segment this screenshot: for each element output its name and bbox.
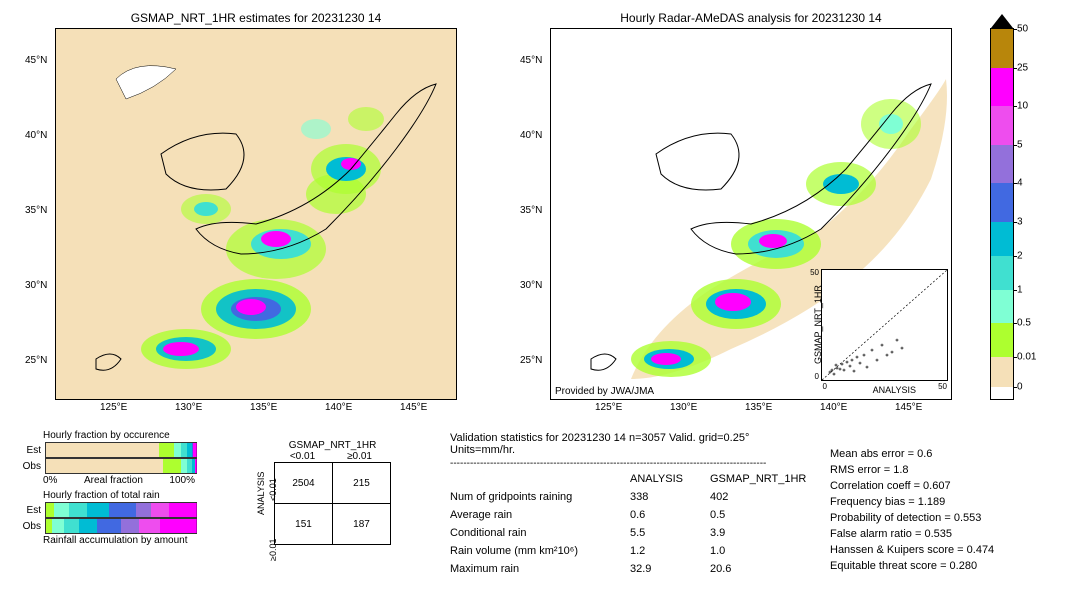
scatter-inset: [821, 269, 948, 381]
ct-10: 151: [275, 504, 333, 545]
occ-obs-row: Obs: [15, 459, 225, 473]
ct-col-header: GSMAP_NRT_1HR: [274, 440, 391, 451]
r0-a: 338: [630, 491, 710, 503]
r4-b: 20.6: [710, 563, 810, 575]
r3-a: 1.2: [630, 545, 710, 557]
stats-title: Validation statistics for 20231230 14 n=…: [450, 432, 810, 456]
pct0: 0%: [43, 475, 57, 486]
stats-right: Mean abs error = 0.6 RMS error = 1.8 Cor…: [830, 448, 994, 576]
stats-col1: ANALYSIS: [630, 473, 710, 485]
ct-11: 187: [333, 504, 391, 545]
sr-6: Hanssen & Kuipers score = 0.474: [830, 544, 994, 556]
sr-7: Equitable threat score = 0.280: [830, 560, 994, 572]
scatter-xlabel: ANALYSIS: [873, 385, 916, 395]
ct-00: 2504: [275, 463, 333, 504]
sr-3: Frequency bias = 1.189: [830, 496, 994, 508]
mr-x-135: 135°E: [745, 402, 772, 413]
dashes: ----------------------------------------…: [450, 458, 810, 469]
ml-x-125: 125°E: [100, 402, 127, 413]
ct-table: 2504 215 151 187: [274, 462, 391, 545]
sr-0: Mean abs error = 0.6: [830, 448, 994, 460]
stats-block: Validation statistics for 20231230 14 n=…: [450, 432, 810, 575]
sr-5: False alarm ratio = 0.535: [830, 528, 994, 540]
bars-title-accum: Rainfall accumulation by amount: [43, 535, 225, 546]
ct-row-lt: <0.01: [268, 487, 278, 501]
occ-est-row: Est: [15, 443, 225, 457]
r2-l: Conditional rain: [450, 527, 630, 539]
est-label: Est: [15, 445, 45, 456]
rain-est-row: Est: [15, 503, 225, 517]
mr-x-125: 125°E: [595, 402, 622, 413]
mr-y-45: 45°N: [520, 55, 542, 66]
ml-x-140: 140°E: [325, 402, 352, 413]
r2-b: 3.9: [710, 527, 810, 539]
occ-est-bar: [45, 442, 197, 458]
ct-row-ge: ≥0.01: [268, 547, 278, 561]
est-label-2: Est: [15, 505, 45, 516]
mr-y-35: 35°N: [520, 205, 542, 216]
r1-a: 0.6: [630, 509, 710, 521]
r2-a: 5.5: [630, 527, 710, 539]
map-left-title: GSMAP_NRT_1HR estimates for 20231230 14: [56, 11, 456, 25]
stats-col2: GSMAP_NRT_1HR: [710, 473, 810, 485]
ct-col-labels: <0.01 ≥0.01: [274, 451, 391, 462]
ml-y-35: 35°N: [25, 205, 47, 216]
map-right-title: Hourly Radar-AMeDAS analysis for 2023123…: [551, 11, 951, 25]
ct-col-lt: <0.01: [274, 451, 331, 462]
rain-obs-bar: [45, 518, 197, 534]
scatter-x50: 50: [938, 382, 947, 391]
areal-axis: 0% Areal fraction 100%: [43, 475, 195, 486]
scatter-svg: [822, 270, 947, 380]
occ-obs-bar: [45, 458, 197, 474]
obs-label-2: Obs: [15, 521, 45, 532]
scatter-x0: 0: [823, 382, 827, 391]
mr-x-145: 145°E: [895, 402, 922, 413]
r0-l: Num of gridpoints raining: [450, 491, 630, 503]
ct-row-header: ANALYSIS: [256, 472, 266, 515]
map-left-svg: [56, 29, 456, 399]
sr-4: Probability of detection = 0.553: [830, 512, 994, 524]
obs-label: Obs: [15, 461, 45, 472]
provided-label: Provided by JWA/JMA: [555, 386, 654, 397]
map-left: GSMAP_NRT_1HR estimates for 20231230 14: [55, 28, 457, 400]
ml-y-25: 25°N: [25, 355, 47, 366]
r0-b: 402: [710, 491, 810, 503]
ml-y-40: 40°N: [25, 130, 47, 141]
r1-b: 0.5: [710, 509, 810, 521]
mr-y-30: 30°N: [520, 280, 542, 291]
r3-l: Rain volume (mm km²10⁶): [450, 545, 630, 557]
stats-table: ANALYSIS GSMAP_NRT_1HR Num of gridpoints…: [450, 473, 810, 575]
rain-obs-row: Obs: [15, 519, 225, 533]
ml-x-135: 135°E: [250, 402, 277, 413]
areal-label: Areal fraction: [84, 475, 143, 486]
bars-section: Hourly fraction by occurence Est Obs 0% …: [15, 430, 225, 546]
r4-l: Maximum rain: [450, 563, 630, 575]
sr-2: Correlation coeff = 0.607: [830, 480, 994, 492]
scatter-ylabel: GSMAP_NRT_1HR: [813, 285, 823, 364]
mr-x-140: 140°E: [820, 402, 847, 413]
ct-01: 215: [333, 463, 391, 504]
scatter-y50: 50: [810, 268, 819, 277]
mr-y-40: 40°N: [520, 130, 542, 141]
rain-est-bar: [45, 502, 197, 518]
ml-y-30: 30°N: [25, 280, 47, 291]
r1-l: Average rain: [450, 509, 630, 521]
ct-col-ge: ≥0.01: [331, 451, 388, 462]
ml-x-130: 130°E: [175, 402, 202, 413]
ml-y-45: 45°N: [25, 55, 47, 66]
sr-1: RMS error = 1.8: [830, 464, 994, 476]
colorbar: 502510543210.50.010: [990, 28, 1014, 400]
r4-a: 32.9: [630, 563, 710, 575]
map-right: Hourly Radar-AMeDAS analysis for 2023123…: [550, 28, 952, 400]
bars-title-occ: Hourly fraction by occurence: [43, 430, 225, 441]
mr-y-25: 25°N: [520, 355, 542, 366]
pct100: 100%: [169, 475, 195, 486]
r3-b: 1.0: [710, 545, 810, 557]
scatter-y0: 0: [815, 372, 819, 381]
contingency: GSMAP_NRT_1HR <0.01 ≥0.01 ANALYSIS <0.01…: [260, 440, 391, 545]
ml-x-145: 145°E: [400, 402, 427, 413]
mr-x-130: 130°E: [670, 402, 697, 413]
bars-title-rain: Hourly fraction of total rain: [43, 490, 225, 501]
